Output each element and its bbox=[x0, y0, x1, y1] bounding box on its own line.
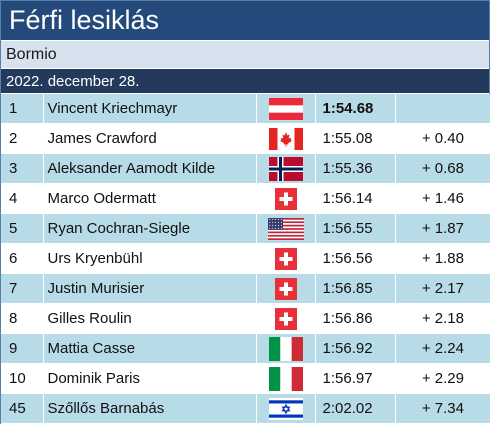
flag-cell bbox=[255, 393, 315, 424]
rank-cell: 5 bbox=[1, 213, 43, 244]
rank-cell: 2 bbox=[1, 123, 43, 154]
race-time: 1:56.85 bbox=[314, 273, 395, 304]
race-time: 1:56.97 bbox=[314, 363, 395, 394]
rank-cell: 45 bbox=[1, 393, 43, 424]
athlete-name: Vincent Kriechmayr bbox=[42, 94, 256, 124]
time-gap: + 0.68 bbox=[394, 153, 490, 184]
flag-cell bbox=[255, 183, 315, 214]
page-title: Férfi lesiklás bbox=[1, 1, 489, 41]
race-time: 1:54.68 bbox=[314, 94, 395, 124]
table-row: 9 Mattia Casse 1:56.92 + 2.24 bbox=[1, 333, 490, 364]
flag-cell bbox=[255, 273, 315, 304]
athlete-name: Gilles Roulin bbox=[42, 303, 256, 334]
time-gap: + 1.46 bbox=[394, 183, 490, 214]
race-time: 1:56.14 bbox=[314, 183, 395, 214]
time-gap: + 2.24 bbox=[394, 333, 490, 364]
flag-cell bbox=[255, 213, 315, 244]
flag-cell bbox=[255, 333, 315, 364]
time-gap: + 0.40 bbox=[394, 123, 490, 154]
table-row: 5 Ryan Cochran-Siegle 1:56.55 + 1.87 bbox=[1, 213, 490, 244]
rank-cell: 10 bbox=[1, 363, 43, 394]
athlete-name: Mattia Casse bbox=[42, 333, 256, 364]
rank-cell: 1 bbox=[1, 94, 43, 124]
athlete-name: Aleksander Aamodt Kilde bbox=[42, 153, 256, 184]
time-gap: + 1.88 bbox=[394, 243, 490, 274]
israel-flag-icon bbox=[257, 397, 315, 420]
time-gap: + 1.87 bbox=[394, 213, 490, 244]
athlete-name: Marco Odermatt bbox=[42, 183, 256, 214]
flag-cell bbox=[255, 94, 315, 124]
rank-cell: 7 bbox=[1, 273, 43, 304]
italy-flag-icon bbox=[257, 336, 315, 361]
rank-cell: 6 bbox=[1, 243, 43, 274]
race-time: 1:56.92 bbox=[314, 333, 395, 364]
italy-flag-icon bbox=[257, 366, 315, 391]
austria-flag-icon bbox=[257, 97, 315, 120]
norway-flag-icon bbox=[257, 156, 315, 181]
athlete-name: Ryan Cochran-Siegle bbox=[42, 213, 256, 244]
rank-cell: 9 bbox=[1, 333, 43, 364]
athlete-name: Szőllős Barnabás bbox=[42, 393, 256, 424]
athlete-name: Dominik Paris bbox=[42, 363, 256, 394]
race-time: 1:55.36 bbox=[314, 153, 395, 184]
race-time: 1:56.56 bbox=[314, 243, 395, 274]
rank-cell: 3 bbox=[1, 153, 43, 184]
table-row: 4 Marco Odermatt 1:56.14 + 1.46 bbox=[1, 183, 490, 214]
table-row: 3 Aleksander Aamodt Kilde 1:55.36 + 0.68 bbox=[1, 153, 490, 184]
table-row: 7 Justin Murisier 1:56.85 + 2.17 bbox=[1, 273, 490, 304]
flag-cell bbox=[255, 303, 315, 334]
rank-cell: 4 bbox=[1, 183, 43, 214]
switzerland-flag-icon bbox=[257, 277, 315, 300]
table-row: 8 Gilles Roulin 1:56.86 + 2.18 bbox=[1, 303, 490, 334]
athlete-name: Urs Kryenbühl bbox=[42, 243, 256, 274]
time-gap: + 2.18 bbox=[394, 303, 490, 334]
table-row: 45 Szőllős Barnabás 2:02.02 + 7.34 bbox=[1, 393, 490, 424]
time-gap: + 7.34 bbox=[394, 393, 490, 424]
table-row: 1 Vincent Kriechmayr 1:54.68 bbox=[1, 94, 490, 124]
time-gap: + 2.29 bbox=[394, 363, 490, 394]
flag-cell bbox=[255, 363, 315, 394]
race-time: 1:55.08 bbox=[314, 123, 395, 154]
flag-cell bbox=[255, 153, 315, 184]
table-row: 6 Urs Kryenbühl 1:56.56 + 1.88 bbox=[1, 243, 490, 274]
results-table: 1 Vincent Kriechmayr 1:54.68 2 James Crawfor… bbox=[1, 94, 490, 424]
rank-cell: 8 bbox=[1, 303, 43, 334]
flag-cell bbox=[255, 123, 315, 154]
race-time: 1:56.55 bbox=[314, 213, 395, 244]
athlete-name: James Crawford bbox=[42, 123, 256, 154]
time-gap: + 2.17 bbox=[394, 273, 490, 304]
race-time: 1:56.86 bbox=[314, 303, 395, 334]
time-gap bbox=[394, 94, 490, 124]
race-time: 2:02.02 bbox=[314, 393, 395, 424]
usa-flag-icon bbox=[257, 217, 315, 240]
table-row: 10 Dominik Paris 1:56.97 + 2.29 bbox=[1, 363, 490, 394]
athlete-name: Justin Murisier bbox=[42, 273, 256, 304]
switzerland-flag-icon bbox=[257, 187, 315, 210]
date-label: 2022. december 28. bbox=[1, 69, 489, 94]
flag-cell bbox=[255, 243, 315, 274]
canada-flag-icon bbox=[257, 127, 315, 150]
venue-label: Bormio bbox=[1, 41, 489, 69]
table-row: 2 James Crawford 1:55.08 + 0.40 bbox=[1, 123, 490, 154]
switzerland-flag-icon bbox=[257, 307, 315, 330]
switzerland-flag-icon bbox=[257, 247, 315, 270]
